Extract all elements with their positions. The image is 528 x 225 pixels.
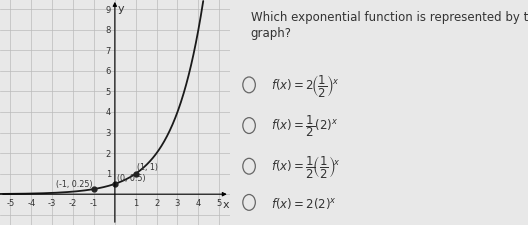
Text: -5: -5 <box>6 198 15 207</box>
Text: 2: 2 <box>154 198 159 207</box>
Text: 1: 1 <box>106 169 111 178</box>
Text: 7: 7 <box>106 47 111 56</box>
Text: 9: 9 <box>106 6 111 15</box>
Text: 1: 1 <box>133 198 138 207</box>
Text: -2: -2 <box>69 198 77 207</box>
Text: (0, 0.5): (0, 0.5) <box>117 173 146 182</box>
Text: 8: 8 <box>106 26 111 35</box>
Text: 6: 6 <box>106 67 111 76</box>
Text: y: y <box>118 4 125 14</box>
Text: 3: 3 <box>106 128 111 137</box>
Text: -1: -1 <box>90 198 98 207</box>
Text: 2: 2 <box>106 149 111 158</box>
Text: x: x <box>222 199 229 209</box>
Text: 4: 4 <box>196 198 201 207</box>
Text: Which exponential function is represented by the
graph?: Which exponential function is represente… <box>251 11 528 40</box>
Text: $f(x) = \dfrac{1}{2}\!\left(\dfrac{1}{2}\right)^{\!x}$: $f(x) = \dfrac{1}{2}\!\left(\dfrac{1}{2}… <box>271 153 341 180</box>
Text: $f(x) = \dfrac{1}{2}(2)^{x}$: $f(x) = \dfrac{1}{2}(2)^{x}$ <box>271 113 339 139</box>
Text: (-1, 0.25): (-1, 0.25) <box>56 179 93 188</box>
Text: 3: 3 <box>175 198 180 207</box>
Text: 4: 4 <box>106 108 111 117</box>
Text: $f(x) = 2(2)^{x}$: $f(x) = 2(2)^{x}$ <box>271 195 337 210</box>
Text: 5: 5 <box>106 88 111 97</box>
Text: (1, 1): (1, 1) <box>137 162 158 171</box>
Text: -3: -3 <box>48 198 56 207</box>
Text: -4: -4 <box>27 198 35 207</box>
Text: $f(x) = 2\!\left(\dfrac{1}{2}\right)^{\!x}$: $f(x) = 2\!\left(\dfrac{1}{2}\right)^{\!… <box>271 72 340 99</box>
Text: 5: 5 <box>216 198 222 207</box>
